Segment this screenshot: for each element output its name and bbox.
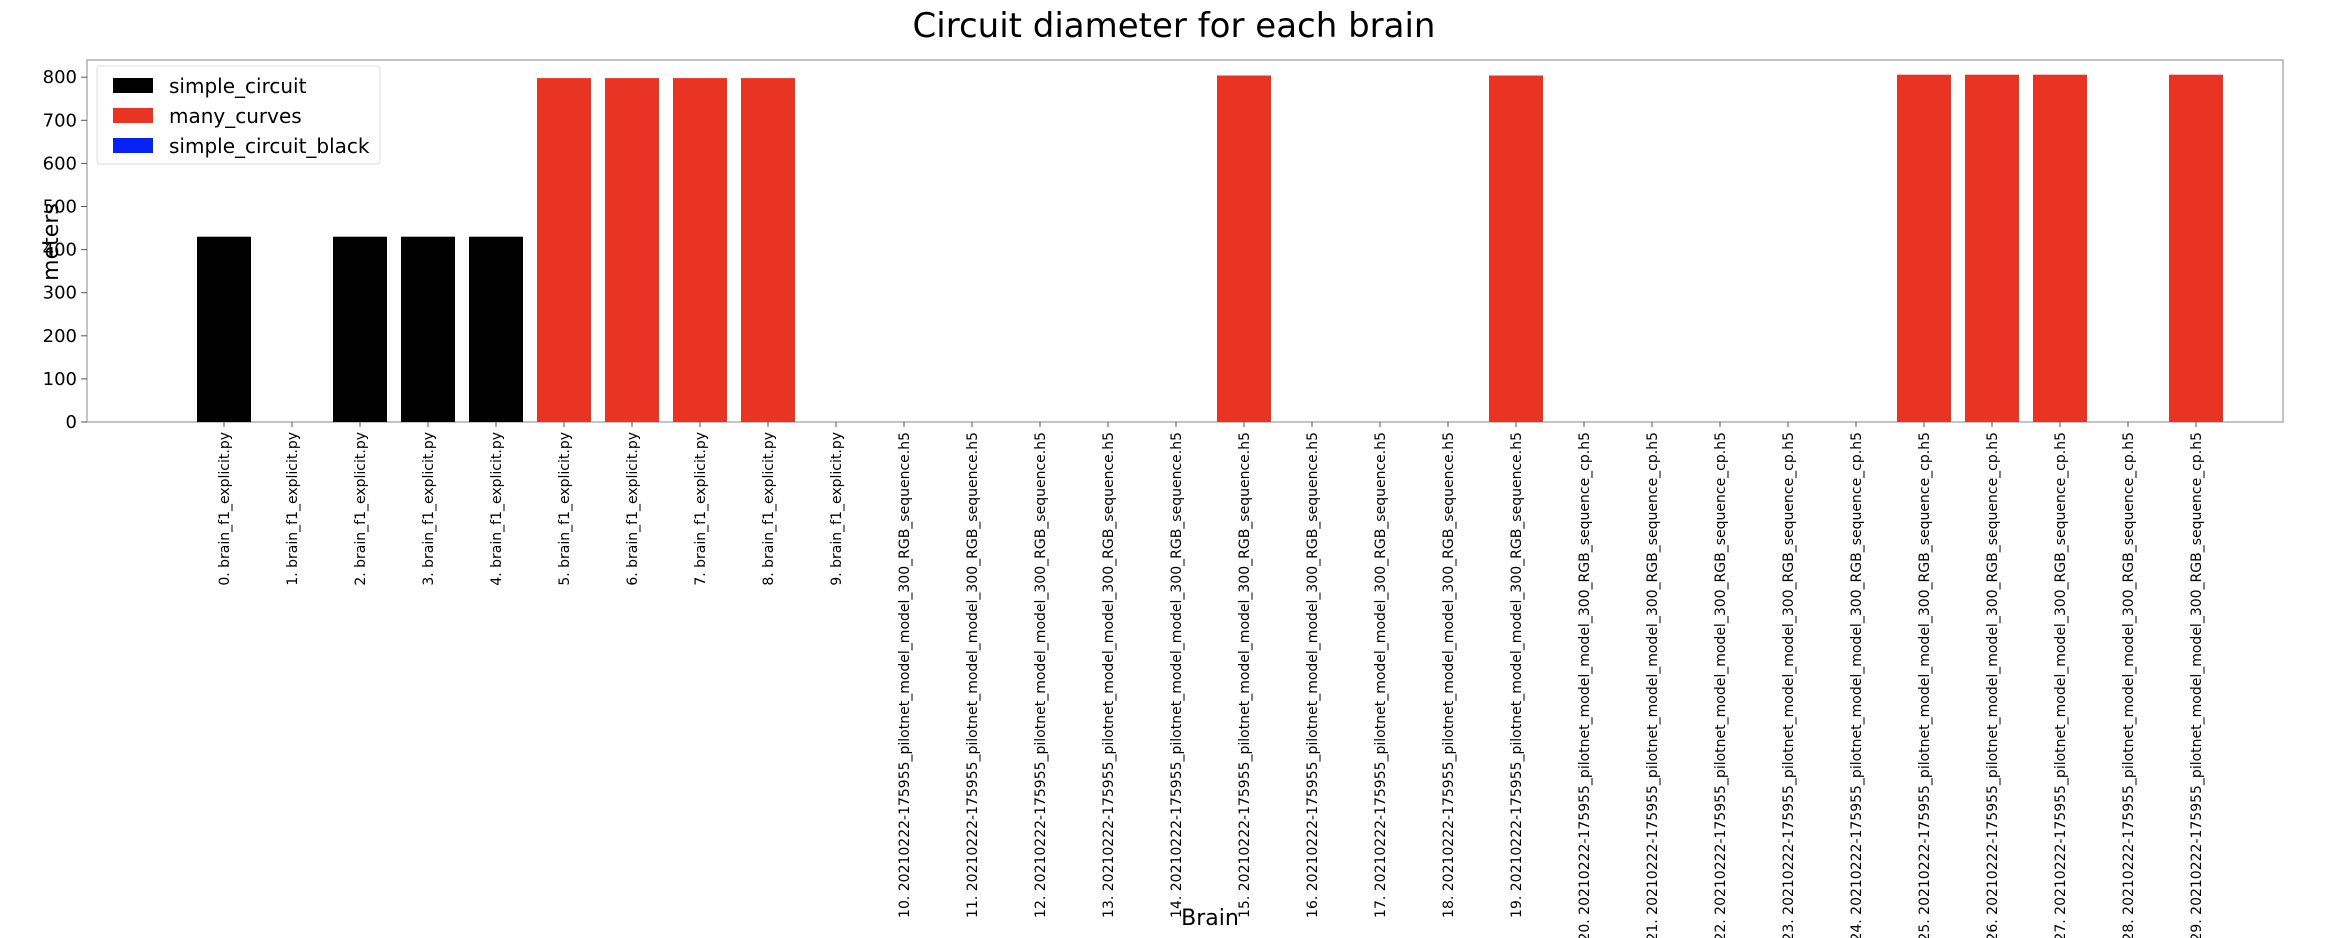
- x-tick-label: 20. 20210222-175955_pilotnet_model_model…: [1577, 432, 1593, 938]
- x-axis: 0. brain_f1_explicit.py 1. brain_f1_expli…: [217, 422, 2205, 938]
- x-tick-label: 2. brain_f1_explicit.py: [353, 432, 369, 586]
- x-tick-label: 22. 20210222-175955_pilotnet_model_model…: [1713, 432, 1729, 938]
- y-tick-label: 100: [43, 369, 77, 390]
- y-axis-label: meters: [39, 203, 64, 281]
- x-tick-label: 21. 20210222-175955_pilotnet_model_model…: [1645, 432, 1661, 938]
- x-tick-label: 18. 20210222-175955_pilotnet_model_model…: [1441, 432, 1457, 918]
- bar-27: [2033, 74, 2087, 422]
- x-tick-label: 12. 20210222-175955_pilotnet_model_model…: [1033, 432, 1049, 918]
- y-tick-label: 200: [43, 326, 77, 347]
- legend-label-simple-circuit: simple_circuit: [169, 74, 307, 98]
- bar-7: [673, 78, 727, 422]
- bar-25: [1897, 74, 1951, 422]
- x-tick-label: 19. 20210222-175955_pilotnet_model_model…: [1509, 432, 1525, 918]
- legend-swatch-simple-circuit-black: [113, 138, 153, 153]
- y-axis: 0 100 200 300 400 500 600 700 800: [43, 67, 87, 433]
- x-tick-label: 23. 20210222-175955_pilotnet_model_model…: [1781, 432, 1797, 938]
- x-tick-label: 24. 20210222-175955_pilotnet_model_model…: [1849, 432, 1865, 938]
- x-tick-label: 4. brain_f1_explicit.py: [489, 432, 505, 586]
- x-tick-label: 26. 20210222-175955_pilotnet_model_model…: [1985, 432, 2001, 938]
- x-tick-label: 9. brain_f1_explicit.py: [829, 432, 845, 586]
- x-tick-label: 10. 20210222-175955_pilotnet_model_model…: [897, 432, 913, 918]
- bar-3: [401, 236, 455, 422]
- legend-label-simple-circuit-black: simple_circuit_black: [169, 134, 370, 158]
- x-tick-label: 3. brain_f1_explicit.py: [421, 432, 437, 586]
- bar-2: [333, 236, 387, 422]
- x-axis-label: Brain: [1181, 906, 1239, 931]
- legend-box: [96, 65, 381, 165]
- x-tick-label: 17. 20210222-175955_pilotnet_model_model…: [1373, 432, 1389, 918]
- chart-title: Circuit diameter for each brain: [913, 6, 1436, 46]
- x-tick-label: 25. 20210222-175955_pilotnet_model_model…: [1917, 432, 1933, 938]
- x-tick-label: 15. 20210222-175955_pilotnet_model_model…: [1237, 432, 1253, 918]
- y-tick-label: 500: [43, 197, 77, 218]
- y-tick-label: 800: [43, 67, 77, 88]
- y-tick-label: 700: [43, 110, 77, 131]
- bar-0: [197, 236, 251, 422]
- y-tick-label: 300: [43, 283, 77, 304]
- x-tick-label: 0. brain_f1_explicit.py: [217, 432, 233, 586]
- legend: simple_circuit many_curves simple_circui…: [96, 65, 381, 165]
- x-tick-label: 27. 20210222-175955_pilotnet_model_model…: [2053, 432, 2069, 938]
- bar-19: [1489, 75, 1543, 422]
- x-tick-label: 7. brain_f1_explicit.py: [693, 432, 709, 586]
- x-tick-label: 14. 20210222-175955_pilotnet_model_model…: [1169, 432, 1185, 918]
- x-tick-label: 13. 20210222-175955_pilotnet_model_model…: [1101, 432, 1117, 918]
- x-tick-label: 11. 20210222-175955_pilotnet_model_model…: [965, 432, 981, 918]
- x-tick-label: 1. brain_f1_explicit.py: [285, 432, 301, 586]
- bars-layer: [197, 74, 2223, 422]
- x-tick-label: 6. brain_f1_explicit.py: [625, 432, 641, 586]
- x-tick-label: 16. 20210222-175955_pilotnet_model_model…: [1305, 432, 1321, 918]
- bar-4: [469, 236, 523, 422]
- bar-8: [741, 78, 795, 422]
- legend-swatch-simple-circuit: [113, 78, 153, 93]
- x-tick-label: 5. brain_f1_explicit.py: [557, 432, 573, 586]
- bar-15: [1217, 75, 1271, 422]
- legend-label-many-curves: many_curves: [169, 104, 302, 128]
- bar-6: [605, 78, 659, 422]
- y-tick-label: 400: [43, 240, 77, 261]
- legend-swatch-many-curves: [113, 108, 153, 123]
- x-tick-label: 28. 20210222-175955_pilotnet_model_model…: [2121, 432, 2137, 938]
- bar-29: [2169, 74, 2223, 422]
- bar-5: [537, 78, 591, 422]
- bar-26: [1965, 74, 2019, 422]
- plot-frame: [86, 59, 2284, 423]
- x-tick-label: 8. brain_f1_explicit.py: [761, 432, 777, 586]
- y-tick-label: 0: [66, 412, 77, 433]
- x-tick-label: 29. 20210222-175955_pilotnet_model_model…: [2189, 432, 2205, 938]
- y-tick-label: 600: [43, 153, 77, 174]
